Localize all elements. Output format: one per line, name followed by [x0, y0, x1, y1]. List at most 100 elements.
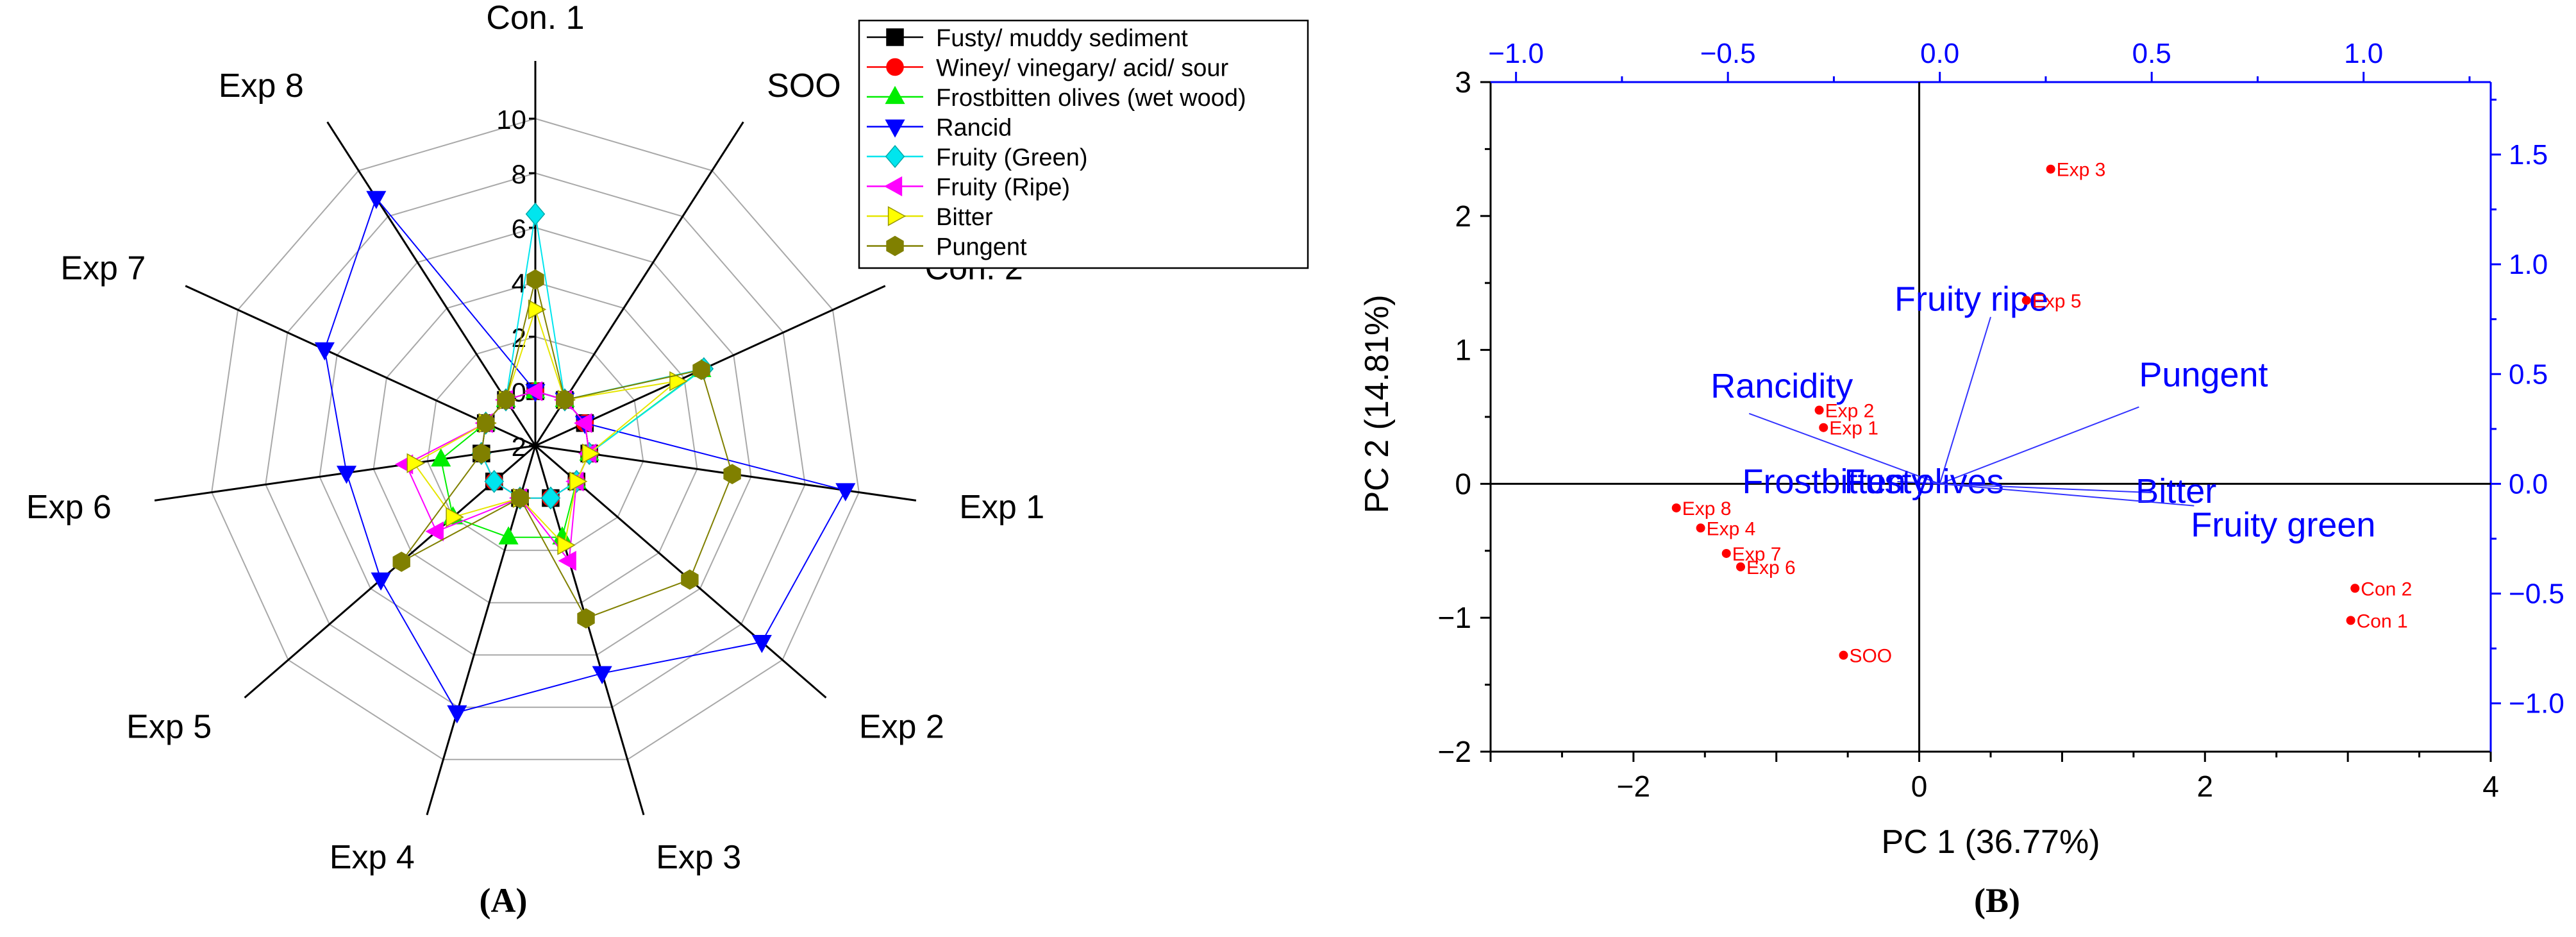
- top-tick-label: −1.0: [1488, 38, 1544, 69]
- radar-point: [558, 550, 576, 571]
- radar-point: [498, 526, 519, 544]
- loading-vector: [1939, 406, 2139, 485]
- radar-point: [425, 521, 444, 542]
- radar-point: [366, 190, 387, 210]
- radar-tick-label: 10: [496, 105, 526, 135]
- right-tick-label: 1.5: [2509, 139, 2548, 171]
- radar-axis-label: Exp 6: [26, 489, 112, 526]
- radar-point: [406, 453, 425, 473]
- legend-label: Winey/ vinegary/ acid/ sour: [936, 55, 1229, 82]
- radar-spoke: [534, 445, 645, 816]
- right-tick-label: 0.5: [2509, 359, 2548, 390]
- radar-point: [336, 466, 357, 484]
- loading-vector: [1939, 483, 2152, 494]
- axes: −2 0 2 4 −2 −1 0 1 2 3 −1.0 −0.5 0.0 0.5 1.0 −1.0 −0.5 0.…: [1438, 38, 2564, 803]
- radar-point: [835, 483, 856, 502]
- score-point: [1696, 523, 1705, 533]
- legend-marker: [886, 28, 904, 46]
- radar-point: [476, 412, 495, 434]
- y-tick-label: −1: [1438, 601, 1471, 634]
- score-point: [1839, 650, 1848, 660]
- score-point: [1721, 548, 1731, 558]
- y-tick-label: 2: [1455, 199, 1471, 233]
- legend-label: Bitter: [936, 204, 993, 231]
- score-point-label: Con 2: [2361, 578, 2412, 600]
- radar-spoke: [426, 445, 537, 816]
- radar-point: [446, 507, 464, 527]
- score-point-label: Exp 3: [2057, 160, 2106, 181]
- legend-label: Pungent: [936, 234, 1027, 261]
- radar-series: [314, 190, 856, 724]
- radar-point: [574, 413, 592, 434]
- loading-label: Fruity green: [2191, 506, 2375, 544]
- radar-point: [524, 381, 543, 401]
- top-tick-label: 0.5: [2132, 38, 2171, 69]
- radar-point: [692, 359, 710, 380]
- radar-point: [681, 569, 699, 590]
- loading-label: Rancidity: [1710, 367, 1853, 405]
- right-tick-label: −1.0: [2509, 688, 2564, 720]
- score-point: [2346, 616, 2355, 625]
- radar-point: [431, 448, 451, 467]
- legend-label: Rancid: [936, 115, 1012, 142]
- radar-tick-label: 2: [512, 432, 526, 462]
- score-point-label: SOO: [1849, 646, 1892, 667]
- x-tick-label: 0: [1911, 770, 1928, 803]
- radar-point: [497, 389, 515, 410]
- radar-point: [557, 535, 576, 555]
- radar-grid-ring: [319, 226, 752, 656]
- radar-point: [540, 486, 561, 510]
- radar-grid-ring: [211, 117, 860, 761]
- legend-marker: [887, 206, 907, 226]
- score-point: [1736, 562, 1745, 571]
- radar-axis-label: Exp 3: [656, 839, 741, 876]
- score-point-label: Exp 4: [1707, 518, 1756, 539]
- radar-axis-label: Exp 8: [219, 67, 304, 105]
- legend-marker: [885, 85, 905, 105]
- score-point-label: Exp 7: [1732, 544, 1782, 565]
- y-tick-label: 1: [1455, 333, 1471, 367]
- radar-point: [526, 269, 544, 290]
- radar-point: [484, 469, 505, 493]
- radar-point: [447, 705, 467, 724]
- radar-tick-label: 8: [512, 159, 526, 189]
- score-point-label: Exp 8: [1682, 498, 1732, 519]
- y-tick-label: 3: [1455, 65, 1471, 99]
- top-tick-label: 0.0: [1920, 38, 1959, 69]
- panel-label-b: (B): [1974, 881, 2020, 920]
- panel-label-a: (A): [480, 881, 528, 920]
- radar-point: [511, 487, 529, 509]
- radar-point: [528, 299, 547, 320]
- top-tick-label: 1.0: [2344, 38, 2383, 69]
- x-tick-label: 2: [2196, 770, 2213, 803]
- legend-marker: [883, 176, 903, 197]
- score-point: [2046, 164, 2055, 174]
- x-axis-label: PC 1 (36.77%): [1881, 823, 2100, 861]
- radar-point: [392, 552, 410, 572]
- radar-grid-ring: [372, 281, 698, 604]
- radar-point: [525, 202, 546, 226]
- radar-axis-label: Exp 2: [859, 708, 944, 745]
- radar-grid-ring: [426, 335, 644, 552]
- radar-grid-ring: [265, 172, 806, 708]
- loading-label: Frostbitten olives: [1742, 462, 2003, 501]
- radar-point: [592, 666, 612, 684]
- legend-marker: [886, 235, 904, 257]
- x-tick-label: −2: [1617, 770, 1650, 803]
- loading-vector: [1897, 480, 1940, 485]
- top-tick-label: −0.5: [1700, 38, 1756, 69]
- loading-vector: [1939, 483, 2195, 507]
- radar-point: [669, 371, 688, 391]
- radar-axis-label: Con. 1: [486, 0, 584, 37]
- radar-point: [577, 608, 595, 629]
- score-point: [2350, 584, 2360, 593]
- legend: Fusty/ muddy sediment Winey/ vinegary/ ac…: [858, 19, 1309, 269]
- score-point: [1814, 405, 1824, 415]
- radar-axis-label: SOO: [767, 67, 841, 105]
- loading-vector: [1931, 481, 1940, 485]
- y-tick-label: −2: [1438, 735, 1471, 768]
- radar-point: [473, 443, 490, 464]
- radar-point: [569, 471, 588, 492]
